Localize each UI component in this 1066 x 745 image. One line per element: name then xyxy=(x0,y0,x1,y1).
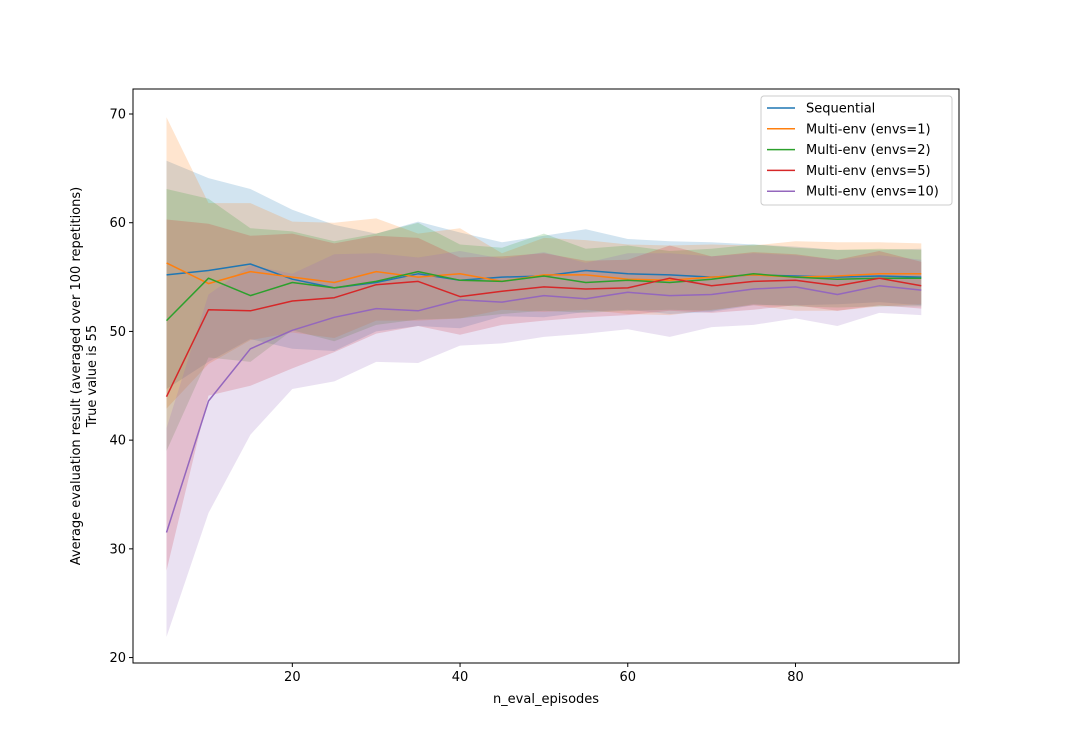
x-tick-label-60: 60 xyxy=(619,670,636,685)
y-tick-label-60: 60 xyxy=(109,216,126,231)
legend-label-multi-env-envs-2: Multi-env (envs=2) xyxy=(806,143,931,158)
legend-label-sequential: Sequential xyxy=(806,102,875,117)
x-axis-ticks: 20 40 60 80 xyxy=(284,663,804,685)
x-tick-label-80: 80 xyxy=(787,670,804,685)
legend-label-multi-env-envs-5: Multi-env (envs=5) xyxy=(806,164,931,179)
line-multi-env-envs-5 xyxy=(165,277,922,398)
series-lines xyxy=(165,262,922,533)
band-multi-env-envs-2 xyxy=(166,189,922,451)
y-axis-label-line1: Average evaluation result (averaged over… xyxy=(69,187,84,565)
y-axis-ticks: 20 30 40 50 60 70 xyxy=(109,108,133,666)
band-multi-env-envs-5 xyxy=(166,219,922,571)
legend-box xyxy=(760,95,953,206)
y-tick-label-30: 30 xyxy=(109,542,126,557)
x-tick-label-40: 40 xyxy=(452,670,469,685)
y-tick-label-50: 50 xyxy=(109,325,126,340)
line-multi-env-envs-2 xyxy=(165,270,922,322)
y-tick-label-70: 70 xyxy=(109,108,126,123)
x-axis-label: n_eval_episodes xyxy=(493,692,599,707)
plot-frame xyxy=(132,88,960,664)
legend-label-multi-env-envs-1: Multi-env (envs=1) xyxy=(806,122,931,137)
legend-label-multi-env-envs-10: Multi-env (envs=10) xyxy=(806,185,939,200)
legend: Sequential Multi-env (envs=1) Multi-env (e… xyxy=(760,95,953,206)
band-multi-env-envs-10 xyxy=(166,251,922,637)
band-multi-env-envs-1 xyxy=(166,117,922,409)
y-tick-label-20: 20 xyxy=(109,651,126,666)
y-tick-label-40: 40 xyxy=(109,434,126,449)
x-tick-label-20: 20 xyxy=(284,670,301,685)
line-multi-env-envs-10 xyxy=(165,285,922,533)
y-axis-label-line2: True value is 55 xyxy=(85,325,100,428)
